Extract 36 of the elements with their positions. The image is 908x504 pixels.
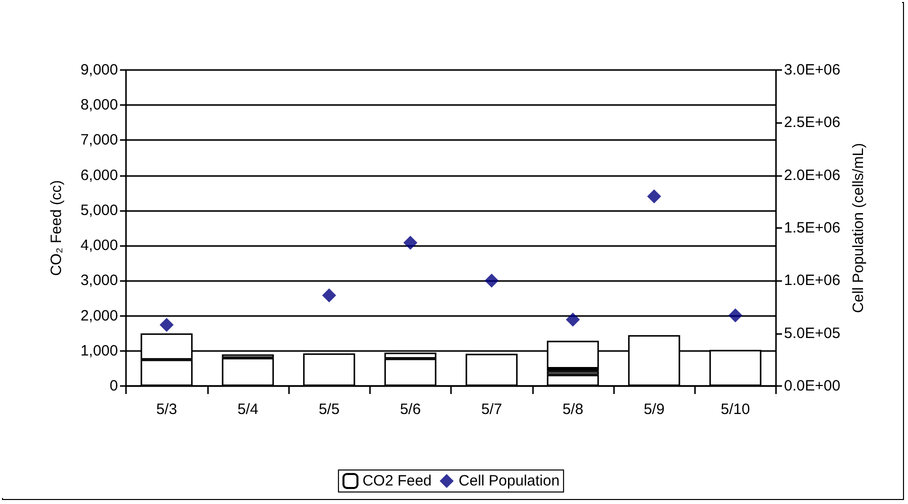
y2-tick-label: 1.5E+06: [784, 220, 840, 236]
y-axis-title: CO₂ Feed (cc): [48, 180, 65, 276]
y-tick-label: 9,000: [80, 62, 118, 78]
y-tick-label: 5,000: [80, 202, 118, 219]
y-tick-label: 0: [110, 378, 118, 394]
point: [566, 312, 580, 327]
x-tick-label: 5/6: [400, 401, 421, 418]
y-tick-label: 7,000: [80, 132, 118, 149]
point: [160, 318, 174, 332]
x-tick-label: 5/8: [562, 401, 584, 418]
x-tick-label: 5/7: [481, 401, 502, 418]
y2-tick-label: 0.0E+00: [784, 378, 840, 394]
x-tick-label: 5/5: [318, 401, 340, 418]
point: [647, 189, 662, 204]
point: [728, 308, 742, 322]
y-tick-label: 4,000: [80, 237, 118, 254]
y-tick-label: 1,000: [80, 342, 118, 360]
x-tick-label: 5/9: [644, 401, 665, 418]
legend-label: Cell Population: [458, 472, 560, 490]
y2-tick-label: 2.0E+06: [784, 166, 840, 184]
x-tick-label: 5/10: [720, 401, 750, 418]
y-tick-label: 2,000: [80, 307, 118, 324]
y2-axis-title: Cell Population (cells/mL): [850, 142, 868, 314]
y2-tick-label: 2.5E+06: [784, 114, 840, 132]
legend-label: CO2 Feed: [362, 472, 432, 490]
point: [484, 274, 499, 288]
y2-tick-label: 1.0E+06: [784, 272, 840, 290]
point: [322, 288, 336, 302]
point: [403, 236, 418, 250]
y-tick-label: 8,000: [80, 96, 118, 114]
y-tick-label: 6,000: [80, 166, 118, 184]
y-tick-label: 3,000: [80, 272, 118, 290]
y2-tick-label: 5.0E+05: [784, 324, 840, 342]
x-tick-label: 5/4: [237, 401, 258, 418]
x-tick-label: 5/3: [156, 401, 178, 418]
y2-tick-label: 3.0E+06: [784, 62, 840, 78]
